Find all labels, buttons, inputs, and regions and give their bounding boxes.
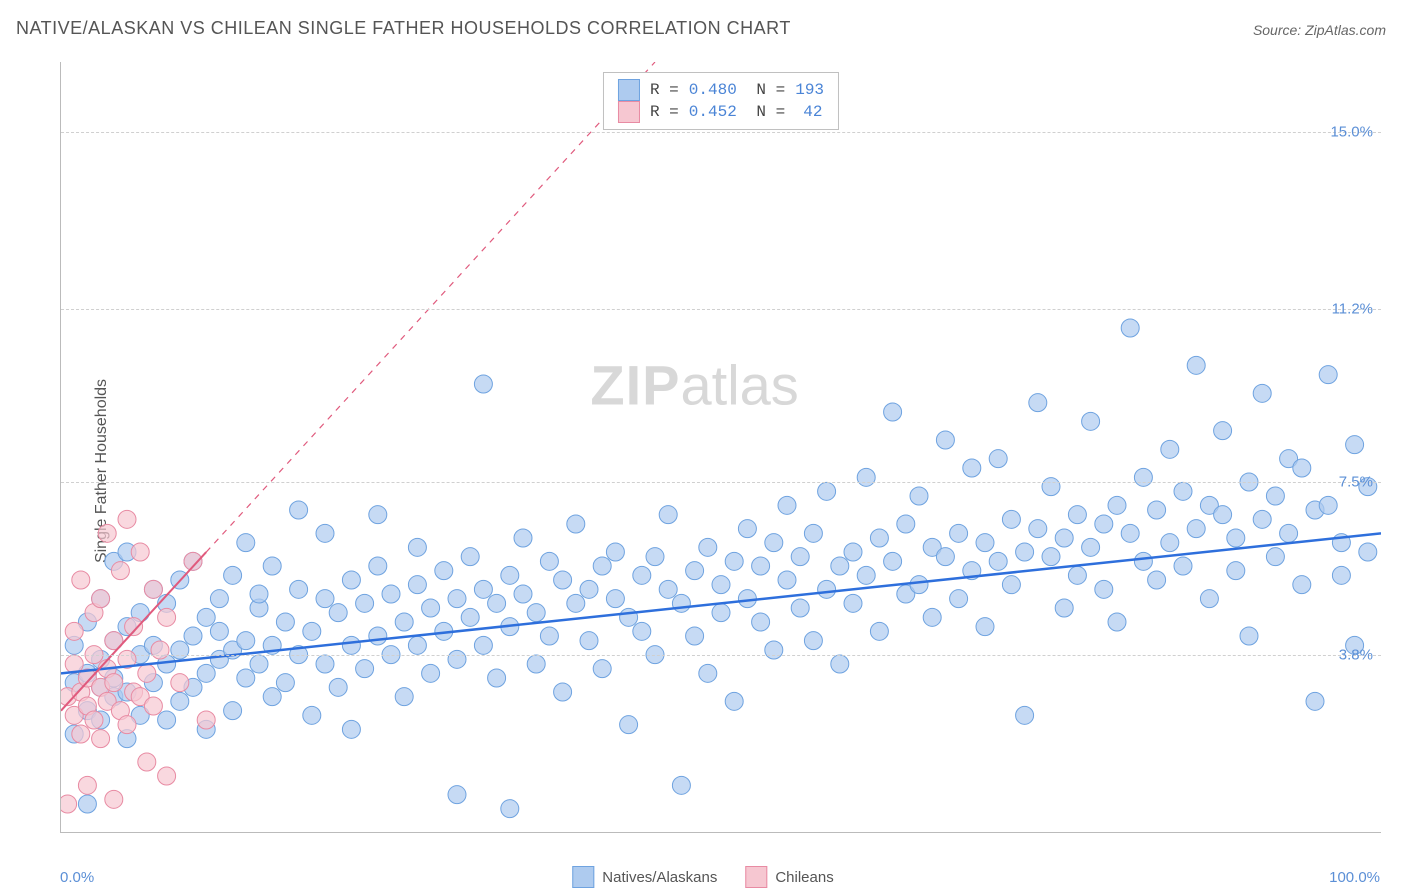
gridline <box>61 655 1381 656</box>
legend-item-chileans: Chileans <box>745 866 833 888</box>
legend-item-natives: Natives/Alaskans <box>572 866 717 888</box>
legend-row-natives: R = 0.480 N = 193 <box>618 79 824 101</box>
n-value-chileans: 42 <box>795 103 822 121</box>
n-label: N = <box>747 103 785 121</box>
legend-label-chileans: Chileans <box>775 869 833 886</box>
gridline <box>61 482 1381 483</box>
n-value-natives: 193 <box>795 81 824 99</box>
correlation-legend: R = 0.480 N = 193 R = 0.452 N = 42 <box>603 72 839 130</box>
gridline <box>61 132 1381 133</box>
chart-container: Single Father Households ZIPatlas R = 0.… <box>0 50 1406 892</box>
legend-row-chileans: R = 0.452 N = 42 <box>618 101 824 123</box>
scatter-svg <box>61 62 1381 832</box>
r-value-chileans: 0.452 <box>689 103 737 121</box>
x-axis-min: 0.0% <box>60 869 94 886</box>
source-credit: Source: ZipAtlas.com <box>1253 22 1386 38</box>
series-legend: Natives/Alaskans Chileans <box>572 866 833 888</box>
y-tick-label: 15.0% <box>1330 124 1373 141</box>
n-label: N = <box>747 81 785 99</box>
r-label: R = <box>650 81 679 99</box>
swatch-natives <box>618 79 640 101</box>
legend-label-natives: Natives/Alaskans <box>602 869 717 886</box>
swatch-chileans <box>618 101 640 123</box>
x-axis-max: 100.0% <box>1329 869 1380 886</box>
chart-title: NATIVE/ALASKAN VS CHILEAN SINGLE FATHER … <box>16 18 791 39</box>
swatch-chileans-icon <box>745 866 767 888</box>
y-tick-label: 11.2% <box>1332 301 1373 318</box>
y-tick-label: 3.8% <box>1339 646 1373 663</box>
r-label: R = <box>650 103 679 121</box>
y-tick-label: 7.5% <box>1339 474 1373 491</box>
r-value-natives: 0.480 <box>689 81 737 99</box>
swatch-natives-icon <box>572 866 594 888</box>
gridline <box>61 309 1381 310</box>
plot-area: ZIPatlas R = 0.480 N = 193 R = 0.452 N =… <box>60 62 1381 833</box>
